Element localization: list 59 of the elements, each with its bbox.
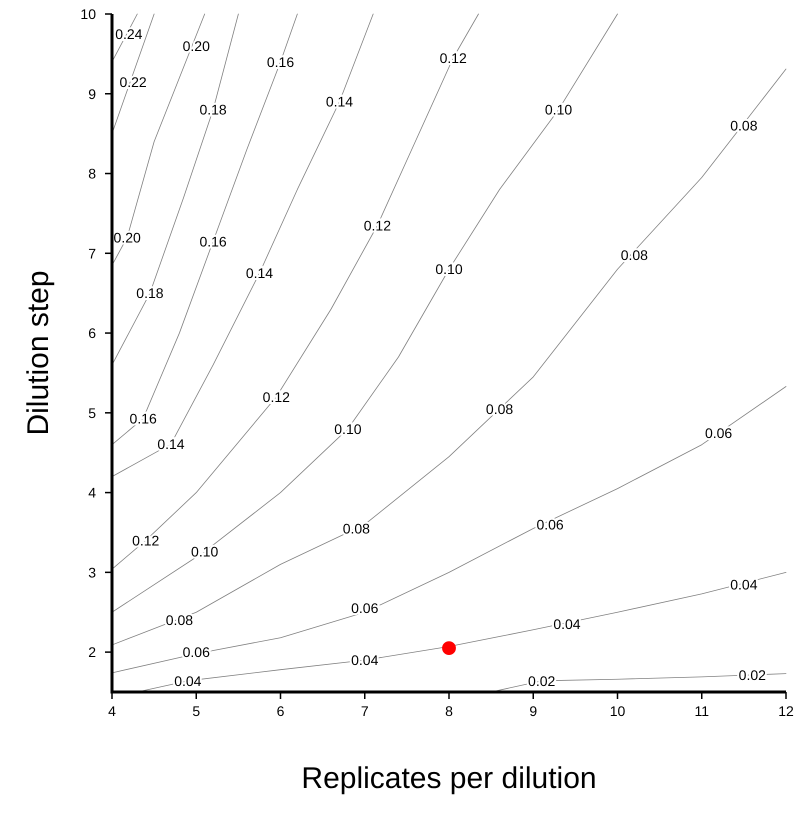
annotation: 0.12	[262, 388, 290, 405]
annotation: 0.10	[334, 420, 362, 437]
annotation: 0.12	[440, 50, 468, 66]
x-tick-label: 9	[529, 703, 538, 719]
annotation: 0.18	[199, 102, 227, 118]
annotation: 0.20	[182, 38, 210, 54]
x-axis-title: Replicates per dilution	[301, 762, 597, 795]
annotation: 0.02	[528, 672, 556, 689]
y-tick-label: 9	[88, 86, 96, 102]
y-tick-label: 6	[88, 325, 96, 342]
y-tick-label: 2	[88, 644, 96, 660]
annotation: 0.06	[182, 644, 210, 660]
x-tick-label: 10	[610, 703, 626, 719]
annotation: 0.10	[544, 102, 572, 118]
y-tick-label: 3	[88, 564, 96, 580]
annotation: 0.16	[130, 410, 158, 426]
x-tick-label: 6	[276, 703, 285, 719]
annotation: 0.10	[435, 261, 463, 278]
annotation: 0.08	[166, 612, 194, 628]
line-series	[112, 14, 239, 366]
annotation: 0.08	[486, 400, 514, 417]
y-tick-label: 4	[88, 484, 96, 501]
annotation: 0.12	[132, 532, 160, 548]
annotation: 0.04	[553, 616, 581, 632]
x-tick-label: 4	[108, 703, 116, 719]
line-series	[112, 68, 786, 646]
line-series	[112, 14, 479, 570]
annotation: 0.08	[730, 118, 758, 134]
annotation: 0.08	[342, 520, 370, 536]
annotation: 0.14	[157, 436, 185, 452]
annotation: 0.06	[351, 600, 379, 616]
y-tick-label: 5	[88, 404, 96, 421]
y-tick-label: 8	[88, 166, 96, 182]
annotation: 0.18	[136, 285, 164, 302]
annotation: 0.16	[266, 54, 294, 70]
annotation: 0.10	[191, 544, 219, 560]
x-tick-label: 7	[360, 703, 369, 719]
y-axis-title: Dilution step	[22, 270, 55, 436]
annotation: 0.14	[326, 94, 354, 110]
annotation: 0.22	[119, 74, 147, 90]
annotation: 0.20	[114, 229, 141, 246]
annotation: 0.04	[174, 672, 202, 689]
x-tick-label: 5	[192, 703, 200, 719]
annotation: 0.04	[730, 576, 758, 592]
y-tick-label: 10	[80, 6, 96, 22]
x-tick-label: 12	[778, 703, 794, 719]
annotation: 0.04	[351, 652, 379, 668]
x-tick-label: 11	[694, 703, 710, 719]
annotation: 0.08	[620, 246, 648, 263]
annotation: 0.12	[364, 217, 392, 234]
x-tick-label: 8	[445, 703, 454, 719]
annotation: 0.06	[536, 516, 564, 532]
annotation: 0.02	[738, 667, 766, 684]
annotation: 0.24	[115, 26, 143, 42]
annotation: 0.16	[199, 233, 227, 250]
annotation: 0.14	[246, 265, 274, 282]
y-tick-label: 7	[88, 245, 96, 262]
annotation: 0.06	[704, 424, 732, 441]
line-series	[112, 14, 618, 613]
